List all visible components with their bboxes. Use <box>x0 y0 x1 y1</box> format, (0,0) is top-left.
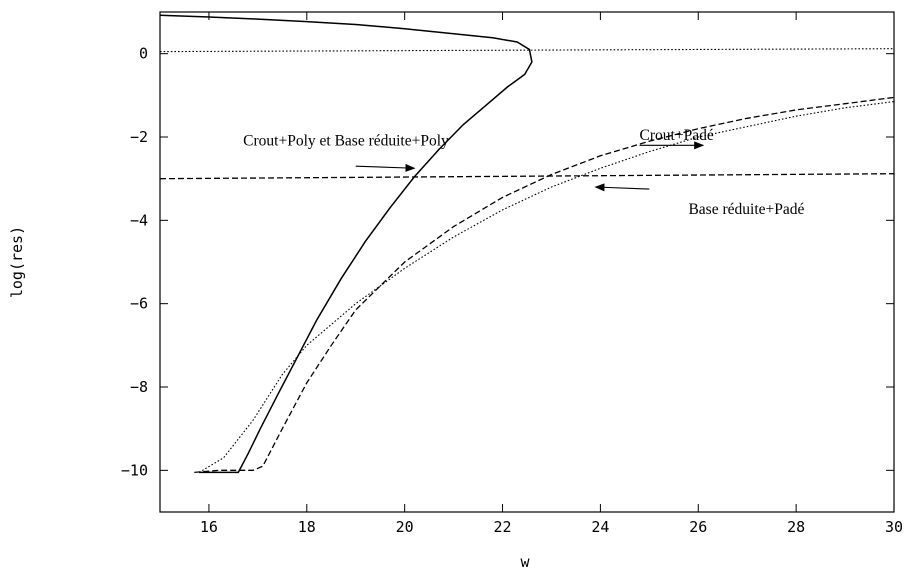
annotation-arrow <box>594 183 650 192</box>
y-tick-label: −6 <box>130 295 148 313</box>
y-tick-label: −4 <box>130 211 148 229</box>
annotation-label: Base réduite+Padé <box>688 201 804 218</box>
x-tick-label: 26 <box>689 518 707 536</box>
series-layer <box>159 14 895 474</box>
y-tick-label: −2 <box>130 128 148 146</box>
y-tick-label: 0 <box>139 45 148 63</box>
axis-ticks: 16 18 20 22 24 26 28 30 0 −2 −4 −6 −8 −10 <box>121 12 903 536</box>
annotations-layer: Crout+Poly et Base réduite+Poly Crout+Pad… <box>243 127 804 218</box>
y-tick-label: −8 <box>130 378 148 396</box>
series-line-reference-zero <box>159 48 895 53</box>
series-line-crout-poly-base-poly <box>159 14 533 474</box>
series-line-base-pade <box>198 101 895 473</box>
x-tick-label: 28 <box>787 518 805 536</box>
series-line-crout-pade <box>194 96 895 474</box>
annotation-label: Crout+Padé <box>640 127 714 144</box>
y-tick-label: −10 <box>121 461 148 479</box>
x-tick-label: 20 <box>396 518 414 536</box>
x-axis-label: w <box>520 553 530 570</box>
annotation-arrow <box>355 163 416 172</box>
plot-frame <box>159 11 895 513</box>
x-tick-label: 24 <box>591 518 609 536</box>
x-tick-label: 30 <box>885 518 903 536</box>
annotation-label: Crout+Poly et Base réduite+Poly <box>243 132 449 149</box>
x-tick-label: 18 <box>298 518 316 536</box>
y-axis-label: log(res) <box>8 226 26 298</box>
x-tick-label: 22 <box>494 518 512 536</box>
x-tick-label: 16 <box>200 518 218 536</box>
series-line-reference-minus-three <box>159 173 895 180</box>
